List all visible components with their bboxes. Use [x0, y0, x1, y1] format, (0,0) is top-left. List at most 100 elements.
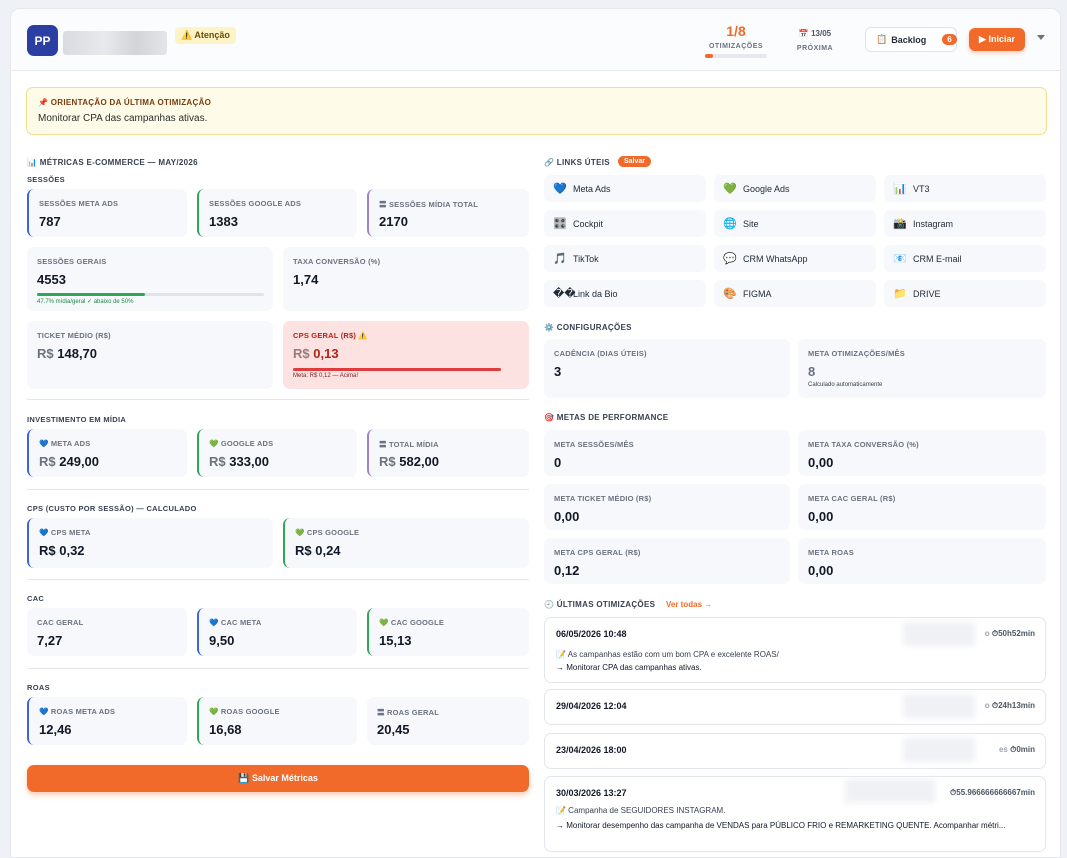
backlog-button[interactable]: 📋 Backlog 6 [865, 27, 957, 52]
cac-title: CAC [27, 594, 45, 603]
card-label: 💙 CPS META [39, 528, 91, 537]
history-duration: o ⏱50h52min [985, 629, 1035, 639]
history-item[interactable]: 06/05/2026 10:48 o ⏱50h52min 📝 As campan… [544, 617, 1046, 683]
link-vt3[interactable]: 📊 VT3 [884, 175, 1046, 202]
clipboard-icon: 📋 [876, 34, 888, 44]
invest-total-card: 〓 TOTAL MÍDIA R$ 582,00 [367, 429, 529, 477]
redacted-area [903, 694, 975, 718]
next-date: 📅 13/05 [798, 29, 832, 38]
link-icon: 🌐 [723, 218, 737, 230]
goal-card[interactable]: META TICKET MÉDIO (R$) 0,00 [544, 484, 790, 530]
link-icon: 💚 [723, 183, 737, 195]
goal-card[interactable]: META TAXA CONVERSÃO (%) 0,00 [798, 430, 1046, 476]
sessions-general-card[interactable]: SESSÕES GERAIS 4553 47.7% mídia/geral ✓ … [27, 247, 273, 311]
backlog-label: Backlog [891, 34, 927, 45]
card-value: 1383 [209, 214, 238, 229]
cac-general-card: CAC GERAL 7,27 [27, 608, 187, 656]
avatar: PP [27, 25, 58, 56]
currency: R$ [39, 454, 56, 469]
divider [27, 668, 529, 669]
goal-card[interactable]: META ROAS 0,00 [798, 538, 1046, 584]
optimizations-label: OTIMIZAÇÕES [708, 43, 764, 50]
card-label: 〓 ROAS GERAL [377, 708, 439, 717]
link-icon: 🎛️ [553, 218, 567, 230]
history-item[interactable]: 23/04/2026 18:00 es ⏱0min [544, 733, 1046, 769]
auto-calc-note: Calculado automaticamente [808, 382, 883, 388]
redacted-area [903, 622, 975, 646]
link-link-da-bio[interactable]: �� Link da Bio [544, 280, 706, 307]
currency: R$ [209, 454, 226, 469]
save-links-button[interactable]: Salvar [618, 156, 652, 167]
ticket-card[interactable]: TICKET MÉDIO (R$) R$ 148,70 [27, 321, 273, 389]
card-value: 12,46 [39, 722, 72, 737]
card-label: META ROAS [808, 548, 854, 557]
card-label: 💙 META ADS [39, 439, 91, 448]
chevron-down-icon[interactable] [1037, 35, 1045, 40]
start-button[interactable]: ▶ Iniciar [969, 28, 1025, 51]
link-site[interactable]: 🌐 Site [714, 210, 876, 237]
link-meta-ads[interactable]: 💙 Meta Ads [544, 175, 706, 202]
goal-card[interactable]: META CPS GERAL (R$) 0,12 [544, 538, 790, 584]
link-label: FIGMA [743, 288, 772, 299]
card-label: CADÊNCIA (DIAS ÚTEIS) [554, 349, 647, 358]
link-instagram[interactable]: 📸 Instagram [884, 210, 1046, 237]
link-cockpit[interactable]: 🎛️ Cockpit [544, 210, 706, 237]
link-crm-e-mail[interactable]: 📧 CRM E-mail [884, 245, 1046, 272]
card-label: TAXA CONVERSÃO (%) [293, 257, 381, 266]
cps-general-card: CPS GERAL (R$) ⚠️ R$ 0,13 Meta: R$ 0,12 … [283, 321, 529, 389]
goal-card[interactable]: META CAC GERAL (R$) 0,00 [798, 484, 1046, 530]
link-tiktok[interactable]: 🎵 TikTok [544, 245, 706, 272]
invest-google-card[interactable]: 💚 GOOGLE ADS R$ 333,00 [197, 429, 357, 477]
meta-optimizations-card: META OTIMIZAÇÕES/MÊS 8 Calculado automat… [798, 339, 1046, 398]
link-icon: 🎵 [553, 253, 567, 265]
save-metrics-button[interactable]: 💾 Salvar Métricas [27, 765, 529, 792]
history-date: 06/05/2026 10:48 [556, 629, 627, 639]
cadence-card[interactable]: CADÊNCIA (DIAS ÚTEIS) 3 [544, 339, 790, 398]
cps-meta-card: 💙 CPS META R$ 0,32 [27, 518, 273, 568]
card-label: META TICKET MÉDIO (R$) [554, 494, 652, 503]
media-ratio-bar [37, 293, 264, 296]
client-panel: PP ⚠️ Atenção 1/8 OTIMIZAÇÕES 📅 13/05 PR… [10, 8, 1061, 858]
link-drive[interactable]: 📁 DRIVE [884, 280, 1046, 307]
card-value: 0,00 [554, 509, 580, 524]
card-value: R$ 0,13 [293, 346, 339, 361]
redacted-area [903, 738, 975, 762]
history-duration: ⏱55.966666666667min [950, 788, 1035, 798]
conversion-card[interactable]: TAXA CONVERSÃO (%) 1,74 [283, 247, 529, 311]
sessions-google-card[interactable]: SESSÕES GOOGLE ADS 1383 [197, 189, 357, 237]
sessions-meta-card[interactable]: SESSÕES META ADS 787 [27, 189, 187, 237]
card-value: R$ 0,32 [39, 543, 85, 558]
goal-card[interactable]: META SESSÕES/MÊS 0 [544, 430, 790, 476]
backlog-count: 6 [942, 34, 957, 45]
history-item[interactable]: 30/03/2026 13:27 ⏱55.966666666667min 📝 C… [544, 776, 1046, 852]
card-label: 〓 TOTAL MÍDIA [379, 440, 439, 449]
history-item[interactable]: 29/04/2026 12:04 o ⏱24h13min [544, 689, 1046, 725]
client-name-redacted [63, 31, 167, 55]
card-label: 💚 CPS GOOGLE [295, 528, 360, 537]
optimizations-progress [705, 54, 767, 58]
link-crm-whatsapp[interactable]: 💬 CRM WhatsApp [714, 245, 876, 272]
history-date: 23/04/2026 18:00 [556, 745, 627, 755]
amount: 249,00 [59, 454, 100, 469]
optimizations-progress-fill [705, 54, 713, 58]
history-date: 29/04/2026 12:04 [556, 701, 627, 711]
roas-title: ROAS [27, 683, 50, 692]
card-value: 0,12 [554, 563, 580, 578]
link-label: Instagram [913, 218, 954, 229]
invest-meta-card[interactable]: 💙 META ADS R$ 249,00 [27, 429, 187, 477]
card-value: 1,74 [293, 272, 319, 287]
card-label: META CPS GERAL (R$) [554, 548, 641, 557]
card-value: 0 [554, 455, 562, 470]
next-optimization: 📅 13/05 PRÓXIMA [791, 29, 839, 52]
card-value: 7,27 [37, 633, 63, 648]
link-figma[interactable]: 🎨 FIGMA [714, 280, 876, 307]
metrics-title: 📊 MÉTRICAS E-COMMERCE — MAY/2026 [27, 158, 198, 167]
card-value: R$ 249,00 [39, 454, 99, 469]
see-all-link[interactable]: Ver todas → [666, 600, 713, 609]
cps-calc-title: CPS (CUSTO POR SESSÃO) — CALCULADO [27, 504, 197, 513]
card-label: META SESSÕES/MÊS [554, 440, 634, 449]
duration-value: ⏱0min [1010, 745, 1035, 754]
currency: R$ [37, 346, 54, 361]
card-label: SESSÕES GOOGLE ADS [209, 199, 302, 208]
link-google-ads[interactable]: 💚 Google Ads [714, 175, 876, 202]
